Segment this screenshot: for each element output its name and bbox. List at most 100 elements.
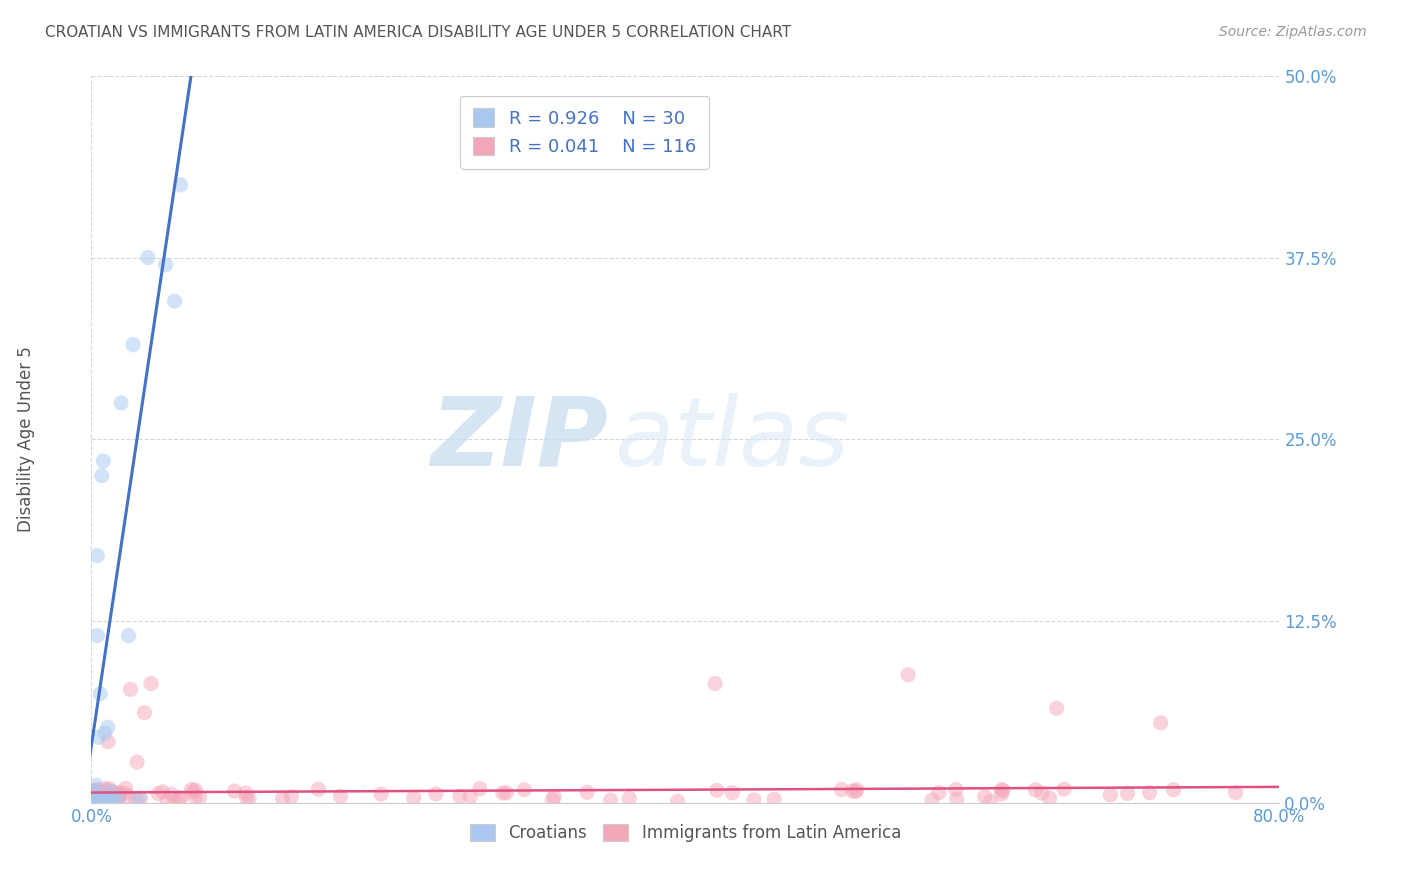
Point <box>86 549 108 563</box>
Point <box>370 787 392 801</box>
Point <box>82 786 104 800</box>
Point <box>107 785 129 799</box>
Point <box>108 788 131 802</box>
Point <box>928 786 950 800</box>
Point <box>449 789 471 804</box>
Point <box>120 682 142 697</box>
Point <box>139 676 162 690</box>
Point <box>155 258 177 272</box>
Point <box>576 785 599 799</box>
Point <box>90 791 112 805</box>
Point <box>1116 786 1139 800</box>
Point <box>84 786 107 800</box>
Point <box>271 791 294 805</box>
Point <box>979 794 1001 808</box>
Point <box>103 788 125 802</box>
Text: ZIP: ZIP <box>430 392 609 486</box>
Point <box>163 294 186 309</box>
Point <box>1099 788 1122 802</box>
Point <box>86 791 108 805</box>
Point <box>83 791 105 805</box>
Text: Disability Age Under 5: Disability Age Under 5 <box>17 346 35 533</box>
Point <box>91 792 114 806</box>
Point <box>184 783 207 797</box>
Point <box>91 786 114 800</box>
Point <box>97 791 120 805</box>
Point <box>87 788 110 802</box>
Point <box>1163 782 1185 797</box>
Point <box>86 783 108 797</box>
Point <box>122 338 145 352</box>
Text: atlas: atlas <box>614 392 849 486</box>
Point <box>224 784 246 798</box>
Point <box>90 468 112 483</box>
Point <box>188 790 211 805</box>
Point <box>458 789 481 804</box>
Point <box>103 789 125 804</box>
Point <box>128 791 150 805</box>
Point <box>84 778 107 792</box>
Point <box>402 790 425 805</box>
Point <box>148 787 170 801</box>
Point <box>100 784 122 798</box>
Point <box>706 783 728 797</box>
Point <box>134 706 156 720</box>
Point <box>90 789 112 804</box>
Point <box>103 791 125 805</box>
Point <box>1053 782 1076 797</box>
Point <box>152 785 174 799</box>
Point <box>89 791 111 805</box>
Point <box>991 783 1014 797</box>
Point <box>945 792 967 806</box>
Point <box>107 791 129 805</box>
Point <box>170 792 193 806</box>
Point <box>841 784 863 798</box>
Point <box>86 789 108 803</box>
Point <box>492 786 515 800</box>
Point <box>112 786 135 800</box>
Point <box>1225 786 1247 800</box>
Point <box>97 735 120 749</box>
Point <box>82 783 104 797</box>
Point <box>845 784 868 798</box>
Point <box>84 785 107 799</box>
Point <box>945 782 967 797</box>
Point <box>125 792 148 806</box>
Point <box>104 793 127 807</box>
Point <box>82 794 104 808</box>
Point <box>1149 715 1171 730</box>
Point <box>830 782 852 797</box>
Point <box>136 251 159 265</box>
Point <box>107 791 129 805</box>
Point <box>721 786 744 800</box>
Point <box>87 791 110 805</box>
Point <box>117 629 139 643</box>
Point <box>107 787 129 801</box>
Point <box>91 792 114 806</box>
Point <box>513 782 536 797</box>
Point <box>94 784 117 798</box>
Point <box>235 791 257 805</box>
Point <box>82 789 104 804</box>
Point <box>82 794 104 808</box>
Point <box>86 784 108 798</box>
Point <box>704 676 727 690</box>
Point <box>83 788 105 802</box>
Point <box>1046 701 1069 715</box>
Point <box>129 791 152 805</box>
Point <box>599 793 621 807</box>
Point <box>169 790 191 805</box>
Point <box>169 178 191 192</box>
Point <box>235 786 257 800</box>
Point <box>82 790 104 805</box>
Point <box>91 793 114 807</box>
Point <box>89 687 111 701</box>
Point <box>666 794 689 808</box>
Point <box>495 786 517 800</box>
Point <box>101 790 124 805</box>
Point <box>125 755 148 769</box>
Point <box>543 789 565 804</box>
Point <box>98 791 121 805</box>
Point <box>1024 782 1046 797</box>
Legend: Croatians, Immigrants from Latin America: Croatians, Immigrants from Latin America <box>463 817 908 849</box>
